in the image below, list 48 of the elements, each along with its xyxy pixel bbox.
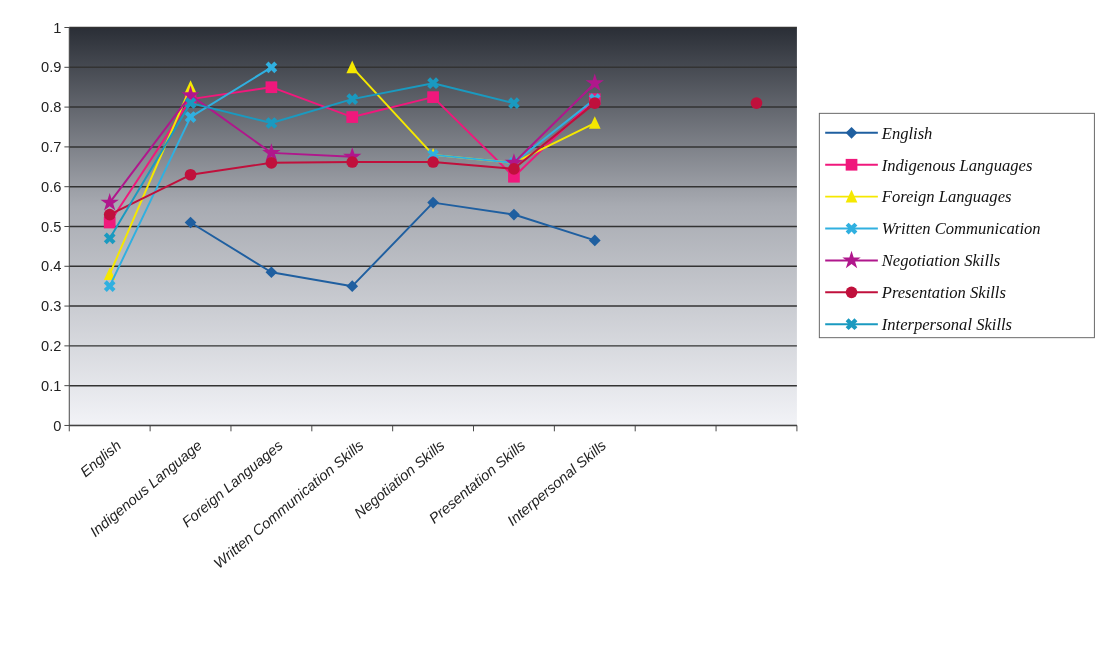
point <box>346 93 359 105</box>
y-tick-label: 1 <box>53 19 62 36</box>
point <box>103 280 116 293</box>
legend-label: Indigenous Languages <box>880 155 1033 175</box>
y-tick-label: 0 <box>53 417 62 434</box>
y-tick-label: 0.3 <box>41 298 62 315</box>
legend-label: Interpersonal Skills <box>880 315 1013 335</box>
y-tick-label: 0.1 <box>41 377 62 394</box>
point <box>265 81 278 94</box>
legend-label: Written Communication <box>881 219 1041 239</box>
y-tick-label: 0.8 <box>41 99 62 116</box>
point <box>265 117 278 129</box>
point <box>100 192 119 211</box>
point <box>265 156 278 169</box>
point <box>508 97 520 109</box>
point <box>427 77 439 90</box>
point <box>265 61 278 74</box>
y-tick-label: 0.4 <box>41 258 62 275</box>
legend-label: English <box>880 123 933 143</box>
point <box>346 111 359 123</box>
point <box>265 266 278 279</box>
point <box>508 208 520 221</box>
point <box>262 143 281 161</box>
point <box>427 91 439 103</box>
point <box>750 97 763 109</box>
y-tick-label: 0.2 <box>41 337 62 354</box>
legend-label: Foreign Languages <box>880 187 1012 207</box>
point <box>103 208 116 221</box>
y-tick-label: 0.9 <box>41 59 62 76</box>
y-tick-label: 0.6 <box>41 178 62 195</box>
point <box>184 111 197 123</box>
point <box>346 280 359 293</box>
point <box>184 168 197 181</box>
point <box>588 234 601 247</box>
y-tick-label: 0.7 <box>41 139 62 156</box>
point <box>427 156 439 168</box>
point <box>184 97 197 109</box>
y-tick-label: 0.5 <box>41 218 62 235</box>
point <box>103 232 116 245</box>
point <box>427 196 439 209</box>
point <box>585 73 604 92</box>
point <box>588 116 601 129</box>
legend-label: Negotiation Skills <box>880 251 1001 271</box>
point <box>184 216 197 229</box>
legend-label: Presentation Skills <box>880 283 1006 303</box>
point <box>588 97 601 109</box>
point <box>346 60 359 74</box>
point <box>103 267 116 281</box>
